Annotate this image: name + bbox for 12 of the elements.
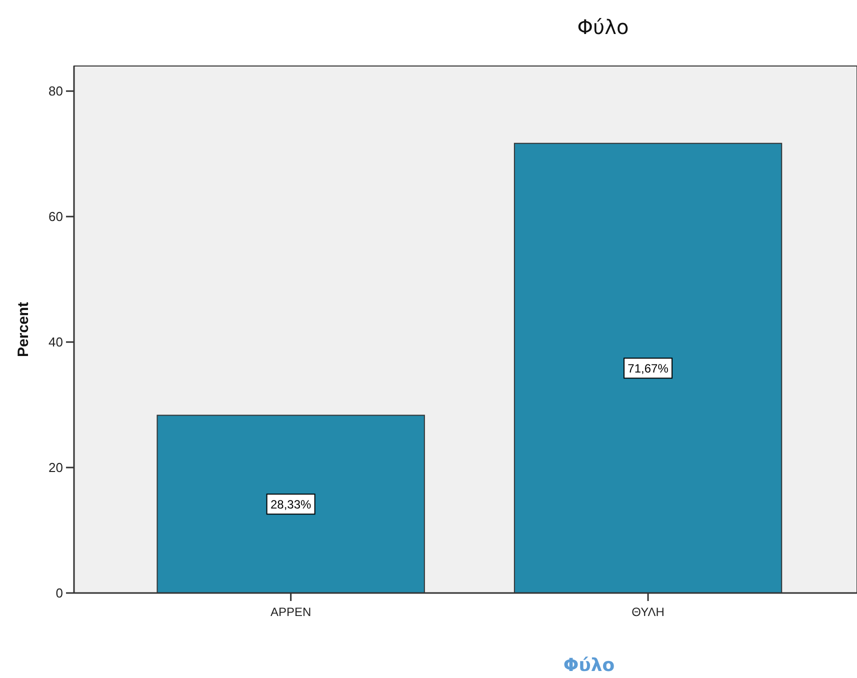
x-tick-label: ΑΡΡΕΝ [270, 605, 312, 619]
y-tick-label: 60 [48, 209, 63, 224]
data-label: 28,33% [270, 498, 312, 512]
y-tick-label: 40 [48, 334, 63, 350]
y-tick-label: 80 [48, 84, 63, 99]
x-tick-label: ΘΥΛΗ [632, 605, 664, 619]
y-tick-label: 20 [48, 460, 63, 476]
chart-title: Φύλο [577, 15, 629, 39]
y-tick-label: 0 [56, 586, 63, 600]
x-axis-title: Φύλο [563, 655, 615, 676]
y-axis-title: Percent [15, 302, 32, 358]
data-label: 71,67% [628, 362, 669, 376]
